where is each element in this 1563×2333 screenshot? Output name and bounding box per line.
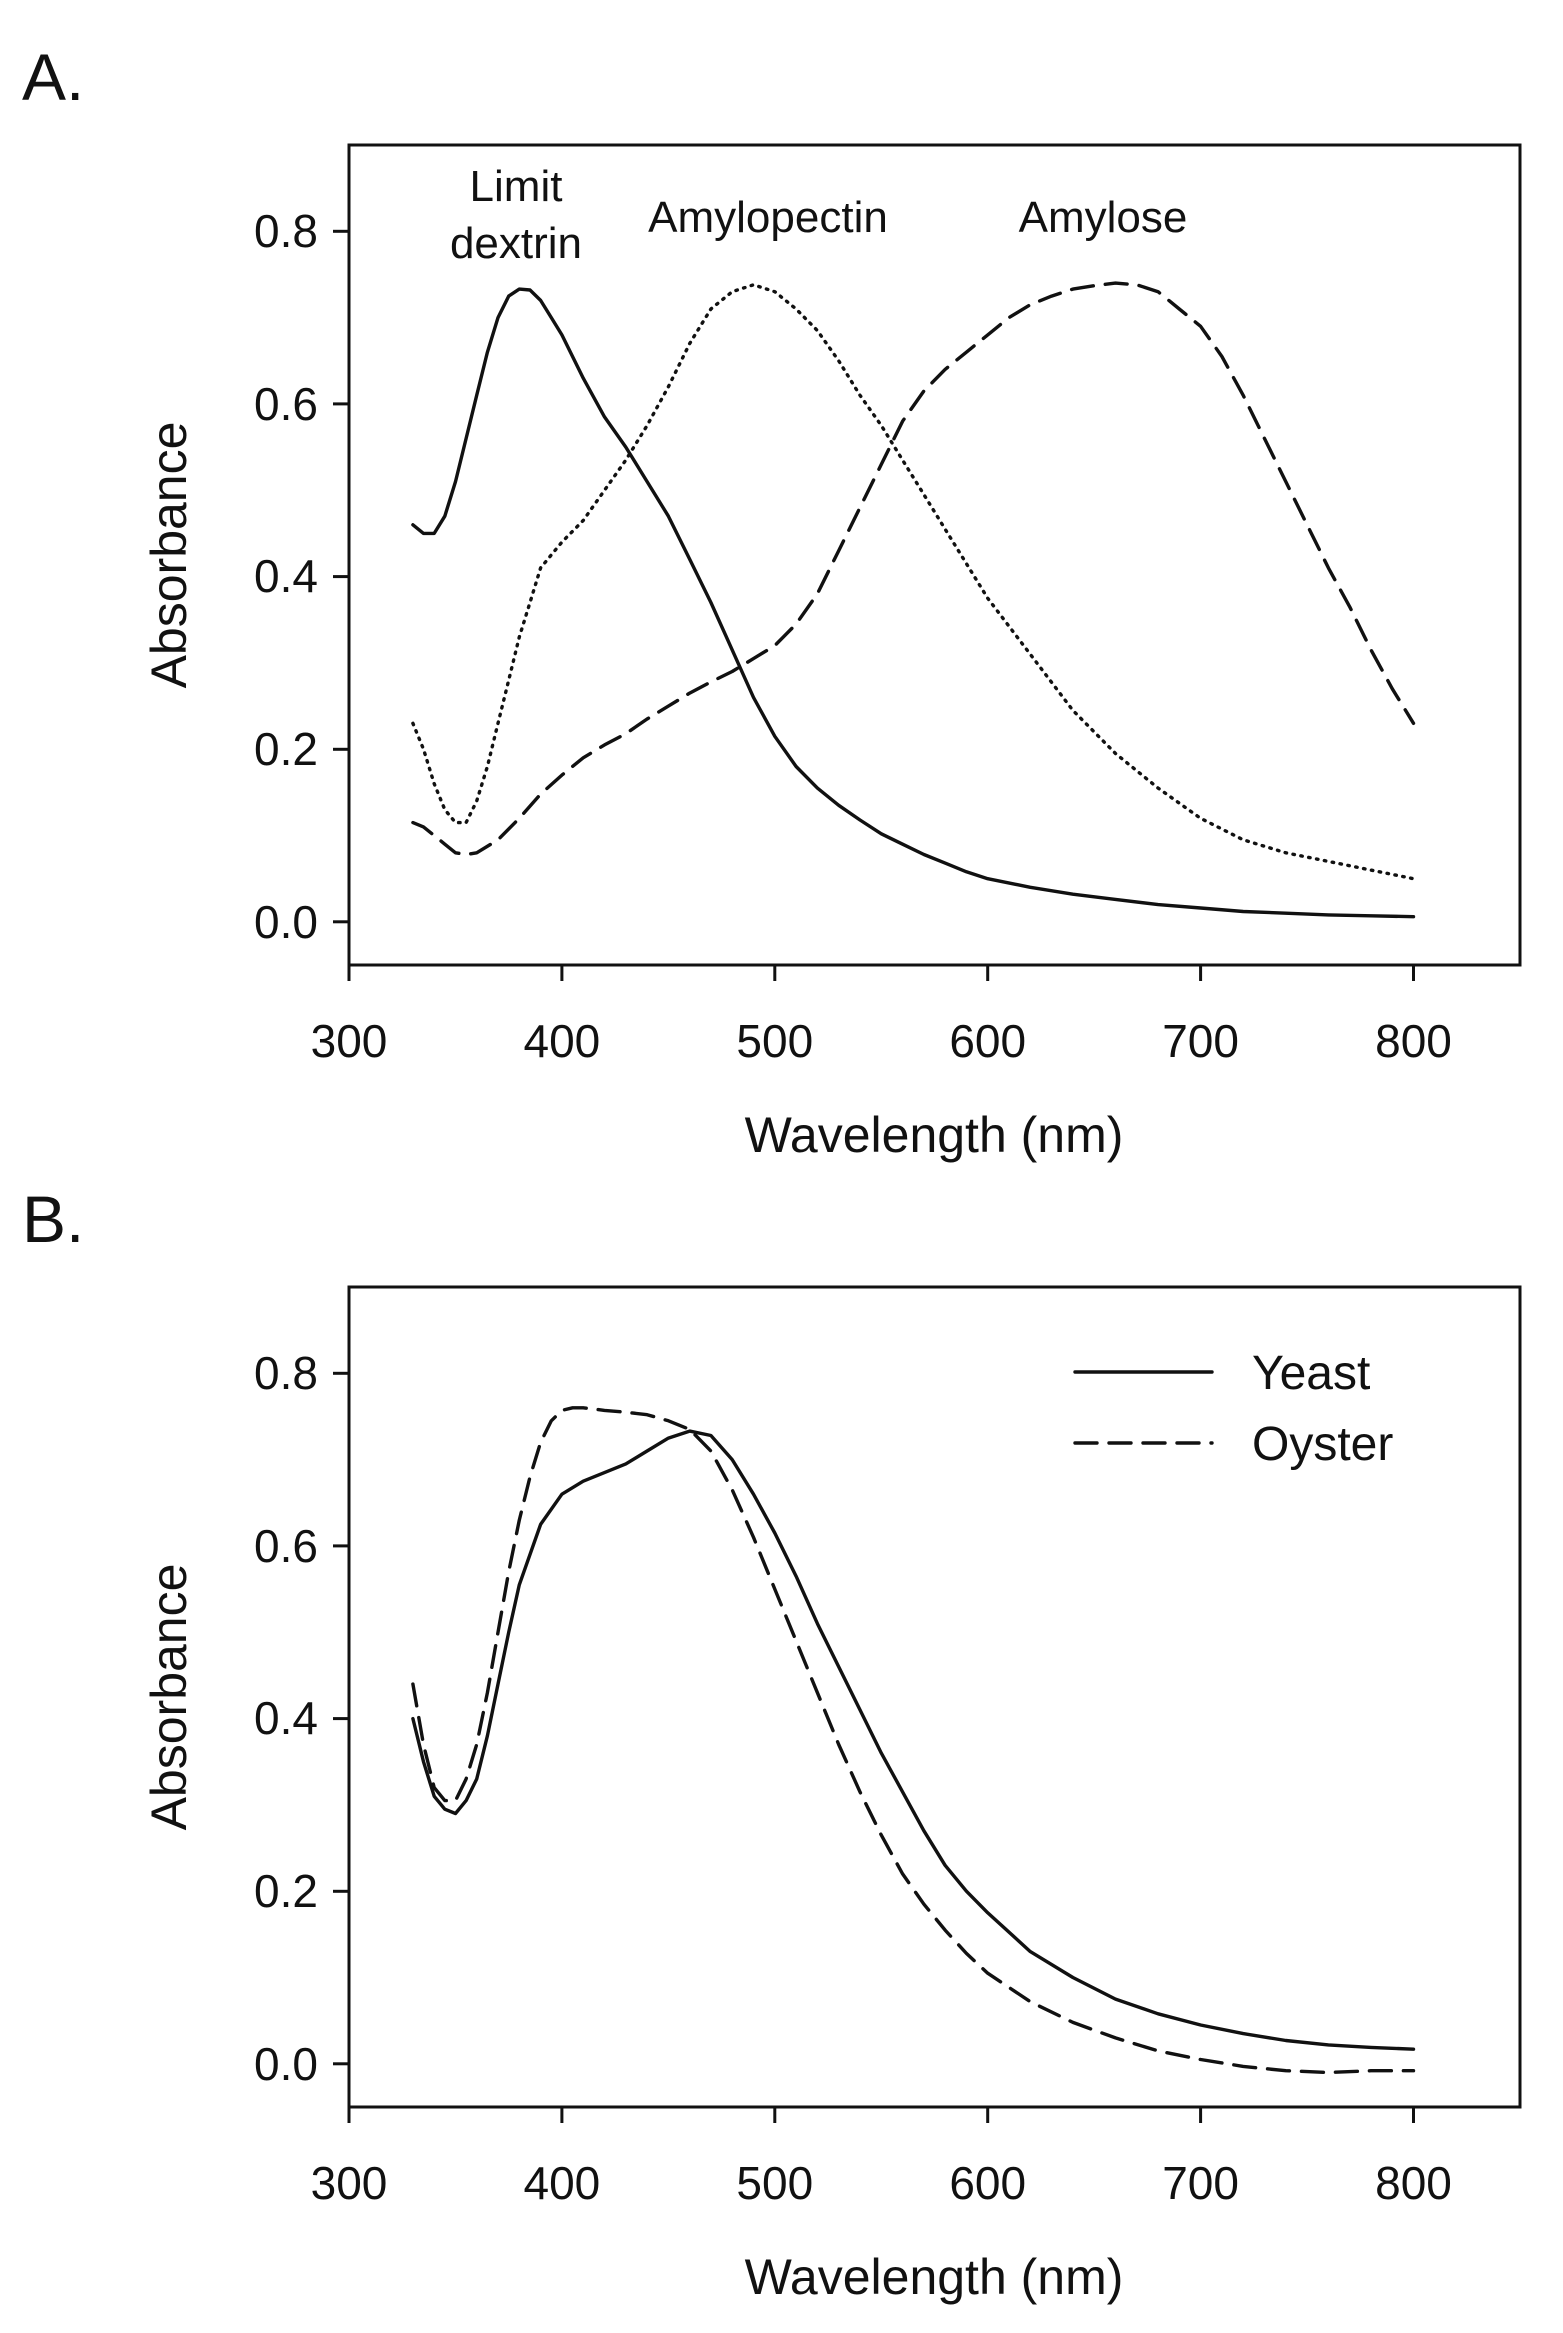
panel-a-plot-frame bbox=[347, 143, 1522, 967]
panel-a-xtick-label-800: 800 bbox=[1375, 1015, 1452, 1067]
panel-b-ytick-label-0.6: 0.6 bbox=[254, 1520, 318, 1572]
panel-b-x-ticks bbox=[347, 2107, 1415, 2123]
panel-b-y-tick-labels: 0.8 0.6 0.4 0.2 0.0 bbox=[254, 1347, 318, 2090]
annotation-amylose-label: Amylose bbox=[1019, 193, 1188, 242]
panel-a-ytick-label-0.8: 0.8 bbox=[254, 205, 318, 257]
panel-a-x-tick-labels: 300 400 500 600 700 800 bbox=[311, 1015, 1452, 1067]
series-oyster-line bbox=[411, 1406, 1416, 2075]
panel-a-xtick-label-500: 500 bbox=[736, 1015, 813, 1067]
annotation-limit-label: Limit bbox=[470, 162, 563, 211]
panel-b-x-tick-labels: 300 400 500 600 700 800 bbox=[311, 2157, 1452, 2209]
annotation-dextrin-label: dextrin bbox=[450, 219, 582, 268]
panel-b-xtick-label-500: 500 bbox=[736, 2157, 813, 2209]
panel-b-y-axis-title: Absorbance bbox=[141, 1564, 197, 1831]
panel-a: A. 0.8 0.6 0.4 0.2 0.0 300 400 5 bbox=[22, 40, 1522, 1163]
panel-b-xtick-label-600: 600 bbox=[949, 2157, 1026, 2209]
panel-b-y-ticks bbox=[333, 1371, 349, 2066]
panel-a-y-ticks bbox=[333, 229, 349, 924]
panel-b-ytick-label-0.0: 0.0 bbox=[254, 2038, 318, 2090]
panel-b-ytick-label-0.8: 0.8 bbox=[254, 1347, 318, 1399]
panel-b: B. 0.8 0.6 0.4 0.2 0.0 300 400 5 bbox=[22, 1182, 1522, 2305]
panel-b-legend: Yeast Oyster bbox=[1073, 1347, 1393, 1471]
panel-b-label: B. bbox=[22, 1182, 84, 1256]
panel-a-label: A. bbox=[22, 40, 84, 114]
series-yeast-line bbox=[411, 1429, 1416, 2051]
panel-a-xtick-label-400: 400 bbox=[524, 1015, 601, 1067]
legend-oyster-label: Oyster bbox=[1252, 1418, 1393, 1471]
panel-b-xtick-label-700: 700 bbox=[1162, 2157, 1239, 2209]
panel-a-x-axis-title: Wavelength (nm) bbox=[745, 1107, 1124, 1163]
panel-a-xtick-label-700: 700 bbox=[1162, 1015, 1239, 1067]
series-amylopectin-line bbox=[411, 283, 1416, 881]
panel-b-ytick-label-0.4: 0.4 bbox=[254, 1692, 318, 1744]
panel-a-xtick-label-300: 300 bbox=[311, 1015, 388, 1067]
panel-b-xtick-label-800: 800 bbox=[1375, 2157, 1452, 2209]
panel-a-ytick-label-0.6: 0.6 bbox=[254, 378, 318, 430]
series-amylose-line bbox=[411, 281, 1416, 857]
panel-b-xtick-label-400: 400 bbox=[524, 2157, 601, 2209]
panel-a-y-axis-title: Absorbance bbox=[141, 422, 197, 689]
panel-b-ytick-label-0.2: 0.2 bbox=[254, 1865, 318, 1917]
panel-a-ytick-label-0.0: 0.0 bbox=[254, 896, 318, 948]
legend-yeast-label: Yeast bbox=[1252, 1347, 1370, 1400]
series-limit-dextrin-line bbox=[411, 287, 1416, 919]
panel-a-x-ticks bbox=[347, 965, 1415, 981]
panel-b-x-axis-title: Wavelength (nm) bbox=[745, 2249, 1124, 2305]
panel-b-plot-frame bbox=[347, 1285, 1522, 2109]
panel-a-ytick-label-0.2: 0.2 bbox=[254, 723, 318, 775]
panel-a-y-tick-labels: 0.8 0.6 0.4 0.2 0.0 bbox=[254, 205, 318, 948]
annotation-amylopectin-label: Amylopectin bbox=[648, 193, 888, 242]
panel-a-xtick-label-600: 600 bbox=[949, 1015, 1026, 1067]
panel-a-ytick-label-0.4: 0.4 bbox=[254, 550, 318, 602]
panel-b-xtick-label-300: 300 bbox=[311, 2157, 388, 2209]
